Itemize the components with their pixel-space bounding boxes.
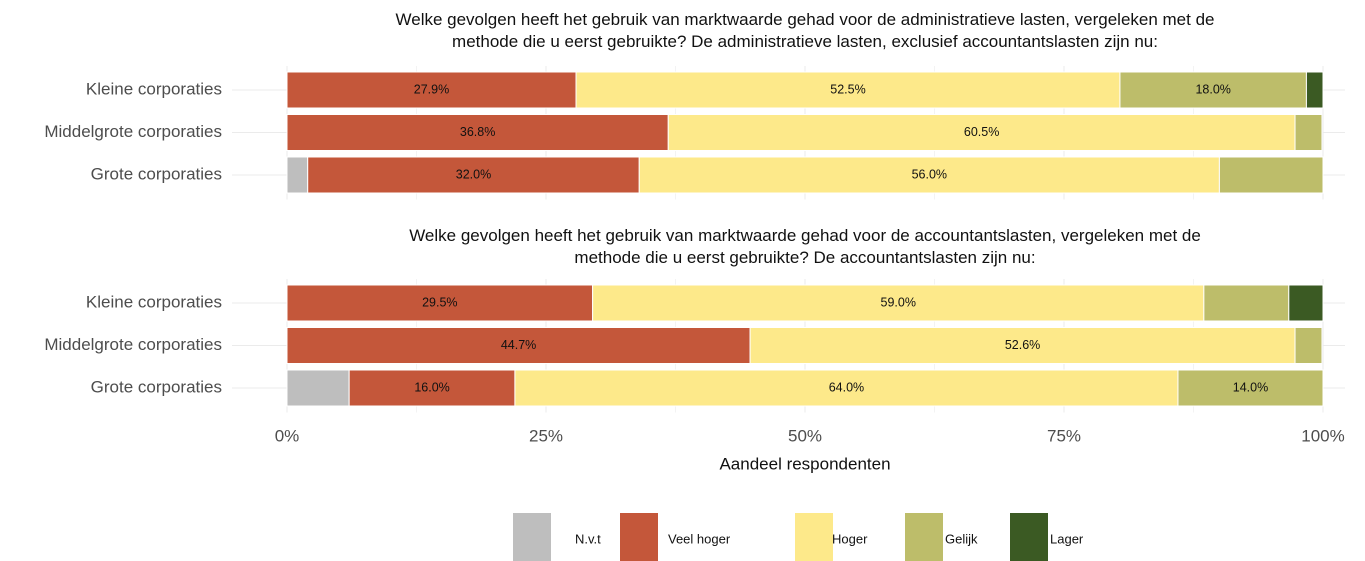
panel-title: Welke gevolgen heeft het gebruik van mar…: [395, 10, 1215, 51]
bar-segment: [286, 114, 669, 151]
legend-key: [1010, 513, 1048, 561]
legend-key: [905, 513, 943, 561]
value-label: 56.0%: [912, 167, 947, 181]
legend-key: [620, 513, 658, 561]
x-axis-label: Aandeel respondenten: [719, 454, 890, 473]
category-label: Middelgrote corporaties: [44, 335, 222, 354]
bar-segment: [286, 369, 350, 407]
value-label: 14.0%: [1233, 380, 1268, 394]
category-label: Grote corporaties: [91, 377, 222, 396]
bar-segment: [575, 71, 1121, 109]
value-label: 44.7%: [501, 338, 536, 352]
bar-segment: [307, 156, 640, 194]
bar-segment: [1294, 327, 1323, 364]
value-label: 64.0%: [829, 380, 864, 394]
bar-segment: [667, 114, 1296, 151]
bar-segment: [638, 156, 1220, 194]
x-tick-label: 100%: [1301, 426, 1344, 445]
value-label: 59.0%: [881, 295, 916, 309]
x-tick-label: 25%: [529, 426, 563, 445]
value-label: 36.8%: [460, 125, 495, 139]
value-label: 32.0%: [456, 167, 491, 181]
value-label: 52.6%: [1005, 338, 1040, 352]
x-tick-label: 50%: [788, 426, 822, 445]
value-label: 16.0%: [414, 380, 449, 394]
bar-segment: [514, 369, 1179, 407]
bar-segment: [1177, 369, 1324, 407]
bar-segment: [1294, 114, 1323, 151]
value-label: 52.5%: [830, 82, 865, 96]
legend-label: Lager: [1050, 531, 1084, 546]
category-label: Kleine corporaties: [86, 292, 222, 311]
value-label: 18.0%: [1195, 82, 1230, 96]
category-label: Grote corporaties: [91, 164, 222, 183]
legend-key: [513, 513, 551, 561]
legend-key: [795, 513, 833, 561]
bar-segment: [286, 284, 594, 322]
bar-segment: [1288, 284, 1324, 322]
value-label: 29.5%: [422, 295, 457, 309]
bar-segment: [1218, 156, 1324, 194]
legend-label: Hoger: [832, 531, 868, 546]
bar-segment: [348, 369, 516, 407]
panel-title: Welke gevolgen heeft het gebruik van mar…: [409, 226, 1201, 267]
value-label: 27.9%: [414, 82, 449, 96]
legend-label: Gelijk: [945, 531, 978, 546]
legend-label: N.v.t: [575, 531, 601, 546]
x-tick-label: 0%: [275, 426, 300, 445]
category-label: Middelgrote corporaties: [44, 122, 222, 141]
value-label: 60.5%: [964, 125, 999, 139]
bar-segment: [1305, 71, 1324, 109]
bar-segment: [286, 156, 309, 194]
x-tick-label: 75%: [1047, 426, 1081, 445]
legend-label: Veel hoger: [668, 531, 731, 546]
bar-segment: [749, 327, 1296, 364]
category-label: Kleine corporaties: [86, 79, 222, 98]
bar-segment: [1203, 284, 1290, 322]
bar-segment: [286, 71, 577, 109]
